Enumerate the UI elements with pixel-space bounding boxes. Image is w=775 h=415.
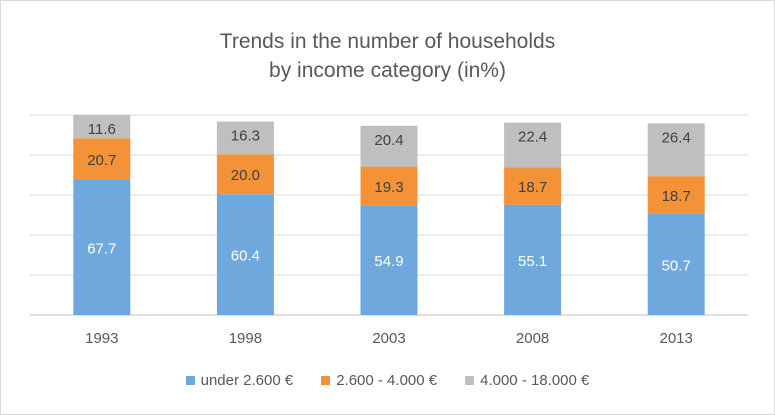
data-label-1998-series-3: 16.3 <box>231 128 260 145</box>
bar-2013-series-3 <box>647 123 705 177</box>
data-label-1993-series-3: 11.6 <box>88 121 116 138</box>
bar-2003-series-3 <box>360 125 418 167</box>
data-label-2008-series-3: 22.4 <box>518 129 547 146</box>
bar-2013-series-1 <box>647 213 705 315</box>
legend: under 2.600 € 2.600 - 4.000 € 4.000 - 18… <box>0 369 775 391</box>
bar-2008-series-1 <box>504 204 562 315</box>
bar-2003-series-2 <box>360 166 418 206</box>
bar-1998-series-1 <box>216 194 274 315</box>
x-tick-label-1993: 1993 <box>85 330 118 347</box>
chart-title-line-1: Trends in the number of households <box>219 30 556 53</box>
data-label-2013-series-1: 50.7 <box>662 257 691 274</box>
data-label-2008-series-2: 18.7 <box>518 179 547 196</box>
legend-item-2600-4000: 2.600 - 4.000 € <box>321 369 437 391</box>
bar-2003-series-1 <box>360 205 418 315</box>
bar-2008-series-3 <box>504 122 562 168</box>
x-tick-label-1998: 1998 <box>229 330 262 347</box>
data-label-1993-series-1: 67.7 <box>87 240 116 257</box>
legend-label-4000-18000: 4.000 - 18.000 € <box>480 371 590 389</box>
legend-label-2600-4000: 2.600 - 4.000 € <box>336 371 438 389</box>
legend-item-4000-18000: 4.000 - 18.000 € <box>465 369 589 391</box>
data-label-1998-series-1: 60.4 <box>231 248 260 265</box>
legend-label-under-2600: under 2.600 € <box>200 371 294 389</box>
data-label-1998-series-2: 20.0 <box>231 167 260 184</box>
x-tick-label-2013: 2013 <box>660 330 693 347</box>
data-label-2003-series-1: 54.9 <box>374 253 403 270</box>
bar-1998-series-2 <box>216 154 274 195</box>
data-label-2013-series-2: 18.7 <box>662 188 691 205</box>
data-label-1993-series-2: 20.7 <box>87 152 116 169</box>
data-label-2003-series-3: 20.4 <box>374 132 403 149</box>
x-tick-label-2003: 2003 <box>372 330 405 347</box>
bar-1998-series-3 <box>216 121 274 155</box>
legend-item-under-2600: under 2.600 € <box>185 369 294 391</box>
chart-title-line-2: by income category (in%) <box>269 59 506 82</box>
data-label-2008-series-1: 55.1 <box>518 253 547 270</box>
legend-swatch-4000-18000 <box>465 375 475 385</box>
bar-1993-series-2 <box>73 138 131 180</box>
data-label-2013-series-3: 26.4 <box>662 129 691 146</box>
bar-1993-series-1 <box>73 179 131 315</box>
bar-1993-series-3 <box>73 115 131 139</box>
x-tick-label-2008: 2008 <box>516 330 549 347</box>
legend-swatch-2600-4000 <box>321 375 331 385</box>
bar-2013-series-2 <box>647 176 705 214</box>
data-label-2003-series-2: 19.3 <box>374 179 403 196</box>
legend-swatch-under-2600 <box>185 375 195 385</box>
bar-2008-series-2 <box>504 167 562 205</box>
